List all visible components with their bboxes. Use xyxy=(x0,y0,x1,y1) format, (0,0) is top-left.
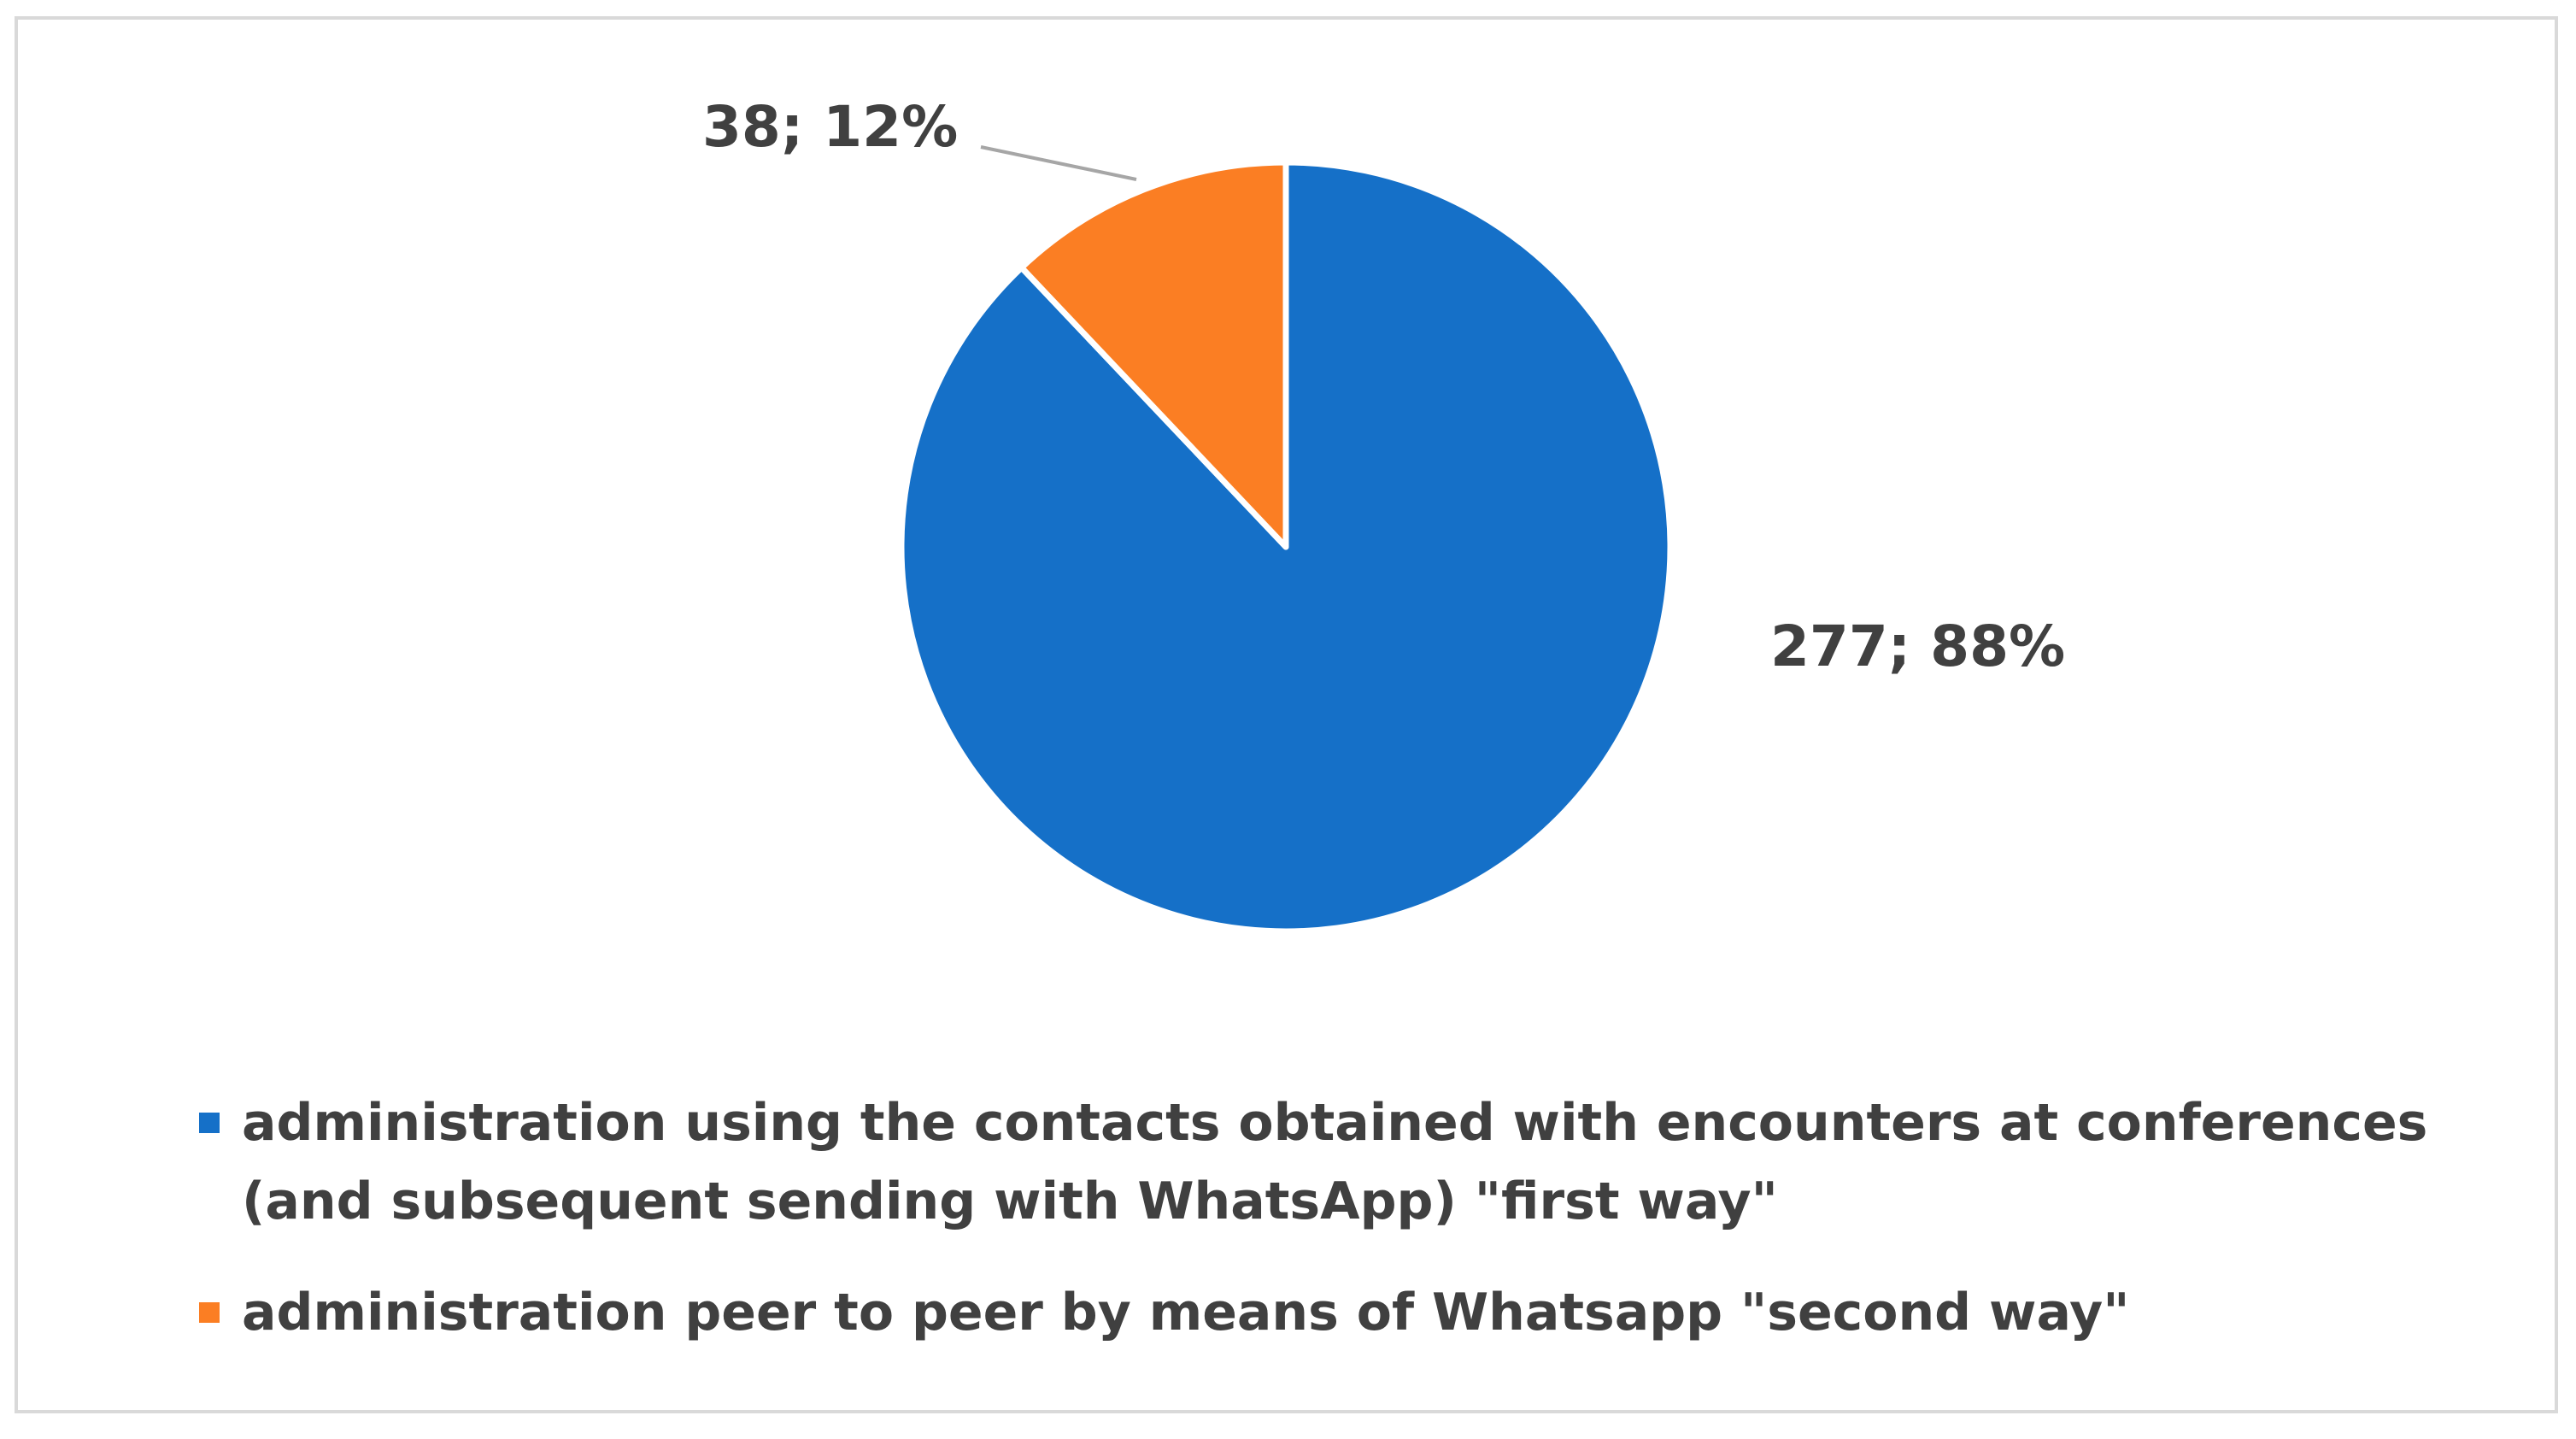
legend-label-first-way: administration using the contacts obtain… xyxy=(242,1093,2428,1231)
legend-item-first-way: administration using the contacts obtain… xyxy=(199,1084,2506,1241)
legend-item-second-way: administration peer to peer by means of … xyxy=(199,1273,2506,1352)
pie-slices xyxy=(898,159,1674,935)
legend-label-second-way: administration peer to peer by means of … xyxy=(242,1283,2130,1342)
legend: administration using the contacts obtain… xyxy=(199,1084,2506,1352)
data-label-first-way: 277; 88% xyxy=(1770,614,2065,679)
data-label-second-way: 38; 12% xyxy=(702,94,958,160)
legend-swatch-second-way xyxy=(199,1302,220,1323)
legend-swatch-first-way xyxy=(199,1113,220,1133)
leader-line xyxy=(980,145,1137,181)
pie-slice-second-way xyxy=(1018,159,1289,550)
